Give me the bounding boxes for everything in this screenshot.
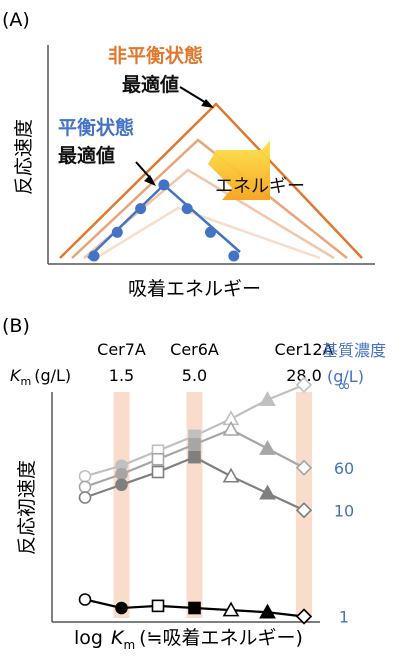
- enzyme-km-value: 5.0: [182, 366, 207, 385]
- nonequilibrium-optimum-label: 最適値: [122, 73, 179, 96]
- data-point: [295, 502, 313, 519]
- equilibrium-pointer-head: [144, 175, 156, 186]
- nonequilibrium-pointer: [179, 86, 209, 105]
- nonequilibrium-curve-1: [95, 206, 321, 260]
- equilibrium-point: [158, 179, 170, 191]
- data-point: [295, 608, 313, 625]
- data-point: [78, 469, 92, 483]
- panel-b-ylabel: 反応初速度: [16, 460, 38, 555]
- data-point: [115, 478, 128, 492]
- data-point: [259, 391, 276, 407]
- enzyme-name: Cer12A: [275, 340, 334, 359]
- nonequilibrium-label: 非平衡状態: [108, 44, 203, 67]
- panel-a-label: (A): [2, 9, 30, 31]
- equilibrium-optimum-label: 最適値: [58, 144, 115, 167]
- equilibrium-point: [88, 250, 100, 262]
- data-point: [295, 376, 313, 394]
- km-label: Km (g/L): [10, 366, 71, 388]
- series-label: 60: [334, 459, 354, 478]
- equilibrium-point: [228, 250, 240, 262]
- equilibrium-point: [111, 226, 123, 238]
- highlight-band: [186, 392, 203, 618]
- energy-arrow-label: エネルギー: [215, 176, 305, 197]
- panel-b-xlabel: log Km (≒吸着エネルギー): [74, 627, 303, 652]
- equilibrium-label: 平衡状態: [58, 116, 134, 139]
- highlight-band: [113, 392, 130, 618]
- data-point: [259, 484, 276, 500]
- highlight-bands: [113, 392, 312, 618]
- equilibrium-point: [205, 226, 216, 238]
- enzyme-name: Cer6A: [170, 340, 219, 359]
- energy-arrow: [208, 140, 270, 200]
- data-point: [115, 467, 128, 481]
- equilibrium-point: [181, 203, 193, 215]
- equilibrium-point: [135, 203, 147, 215]
- enzyme-km-value: 28.0: [286, 366, 322, 385]
- data-point: [151, 599, 165, 613]
- series-label: 10: [334, 501, 354, 520]
- series-label: 1: [339, 608, 349, 627]
- series-label: ∞: [337, 376, 350, 395]
- equilibrium-series: [87, 179, 241, 262]
- data-point: [78, 480, 92, 494]
- data-point: [188, 450, 201, 464]
- data-point: [115, 601, 128, 615]
- data-point: [151, 452, 165, 466]
- substrate-header-2: (g/L): [327, 367, 364, 386]
- substrate-header-1: 基質濃度: [322, 341, 386, 360]
- panel-a-ylabel: 反応速度: [13, 119, 35, 195]
- data-point: [151, 465, 165, 479]
- enzyme-labels: Cer7A 1.5 Cer6A 5.0 Cer12A 28.0: [97, 340, 333, 385]
- data-point: [188, 438, 201, 451]
- data-point: [222, 420, 240, 436]
- nonequilibrium-curve-3: [71, 138, 348, 259]
- data-point: [295, 459, 313, 476]
- series-labels: ∞ 60 10 1: [334, 376, 354, 627]
- data-point: [78, 593, 92, 606]
- panel-a-xlabel: 吸着エネルギー: [128, 278, 261, 300]
- data-point: [222, 601, 240, 617]
- series-group: [78, 376, 313, 625]
- enzyme-name: Cer7A: [97, 340, 146, 359]
- data-point: [259, 603, 276, 619]
- panel-b-label: (B): [2, 315, 30, 337]
- data-point: [259, 439, 276, 455]
- nonequilibrium-curve-4: [59, 102, 363, 259]
- data-point: [188, 601, 201, 615]
- data-point: [78, 491, 92, 504]
- data-point: [222, 467, 240, 483]
- nonequilibrium-pointer-head: [201, 99, 214, 108]
- enzyme-km-value: 1.5: [109, 366, 134, 385]
